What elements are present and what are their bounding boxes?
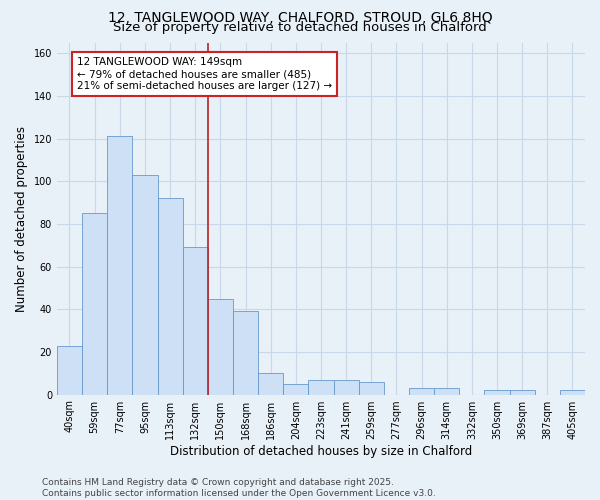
Bar	[409, 388, 434, 394]
Bar	[158, 198, 182, 394]
Bar	[560, 390, 585, 394]
Bar	[133, 175, 158, 394]
Text: Size of property relative to detached houses in Chalford: Size of property relative to detached ho…	[113, 21, 487, 34]
Bar	[434, 388, 459, 394]
Bar	[283, 384, 308, 394]
Bar	[182, 248, 208, 394]
Bar	[484, 390, 509, 394]
Bar	[308, 380, 334, 394]
Bar	[334, 380, 359, 394]
Bar	[107, 136, 133, 394]
Bar	[258, 373, 283, 394]
Bar	[233, 312, 258, 394]
Bar	[57, 346, 82, 395]
X-axis label: Distribution of detached houses by size in Chalford: Distribution of detached houses by size …	[170, 444, 472, 458]
Bar	[82, 213, 107, 394]
Text: 12, TANGLEWOOD WAY, CHALFORD, STROUD, GL6 8HQ: 12, TANGLEWOOD WAY, CHALFORD, STROUD, GL…	[107, 11, 493, 25]
Bar	[359, 382, 384, 394]
Text: Contains HM Land Registry data © Crown copyright and database right 2025.
Contai: Contains HM Land Registry data © Crown c…	[42, 478, 436, 498]
Bar	[208, 298, 233, 394]
Text: 12 TANGLEWOOD WAY: 149sqm
← 79% of detached houses are smaller (485)
21% of semi: 12 TANGLEWOOD WAY: 149sqm ← 79% of detac…	[77, 58, 332, 90]
Y-axis label: Number of detached properties: Number of detached properties	[15, 126, 28, 312]
Bar	[509, 390, 535, 394]
